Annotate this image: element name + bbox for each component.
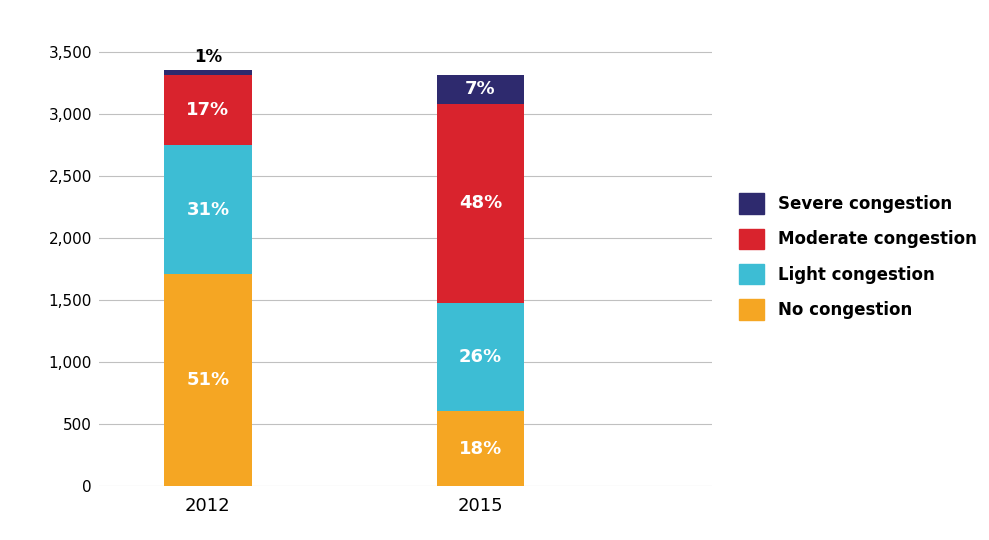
- Bar: [164, 75, 251, 145]
- Bar: [437, 303, 524, 411]
- Bar: [437, 75, 524, 104]
- Text: 26%: 26%: [459, 348, 502, 366]
- Text: 17%: 17%: [186, 101, 229, 119]
- Text: 18%: 18%: [459, 440, 502, 457]
- Text: 7%: 7%: [465, 80, 495, 98]
- Bar: [164, 274, 251, 486]
- Text: 48%: 48%: [459, 194, 502, 212]
- Bar: [164, 70, 251, 75]
- Bar: [437, 104, 524, 303]
- Text: 31%: 31%: [186, 201, 229, 219]
- Text: 1%: 1%: [194, 48, 222, 66]
- Text: 51%: 51%: [186, 371, 229, 389]
- Legend: Severe congestion, Moderate congestion, Light congestion, No congestion: Severe congestion, Moderate congestion, …: [733, 187, 983, 326]
- Bar: [437, 411, 524, 486]
- Bar: [164, 145, 251, 274]
